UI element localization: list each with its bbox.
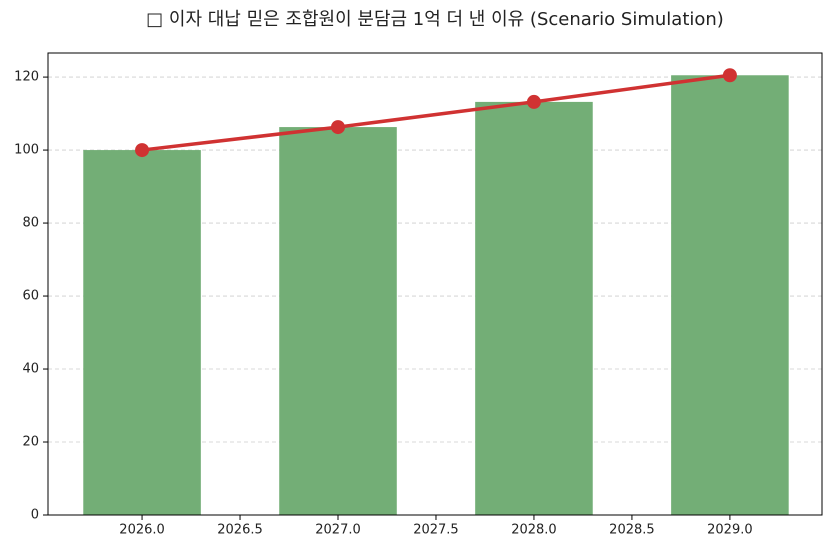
y-tick-label: 120 bbox=[14, 70, 39, 85]
y-tick-label: 60 bbox=[22, 289, 39, 304]
y-tick-label: 80 bbox=[22, 216, 39, 231]
y-tick-label: 100 bbox=[14, 143, 39, 158]
plot-frame bbox=[47, 52, 823, 516]
y-tick-label: 0 bbox=[31, 508, 39, 523]
x-tick-label: 2026.0 bbox=[119, 523, 165, 538]
y-tick-label: 40 bbox=[22, 362, 39, 377]
line-marker bbox=[722, 68, 737, 83]
line-marker bbox=[331, 120, 346, 135]
bar bbox=[83, 150, 201, 515]
bar bbox=[279, 127, 397, 515]
x-tick-label: 2027.0 bbox=[315, 523, 361, 538]
line-marker bbox=[135, 143, 150, 158]
chart-title: □ 이자 대납 믿은 조합원이 분담금 1억 더 낸 이유 (Scenario … bbox=[146, 9, 724, 30]
x-tick-label: 2029.0 bbox=[707, 523, 753, 538]
bar bbox=[671, 75, 789, 515]
x-tick-label: 2027.5 bbox=[413, 523, 459, 538]
line-marker bbox=[526, 94, 541, 109]
y-tick-label: 20 bbox=[22, 435, 39, 450]
line bbox=[141, 73, 731, 152]
bar bbox=[475, 101, 593, 515]
x-tick-label: 2026.5 bbox=[217, 523, 263, 538]
x-tick-label: 2028.0 bbox=[511, 523, 557, 538]
x-tick-label: 2028.5 bbox=[609, 523, 655, 538]
